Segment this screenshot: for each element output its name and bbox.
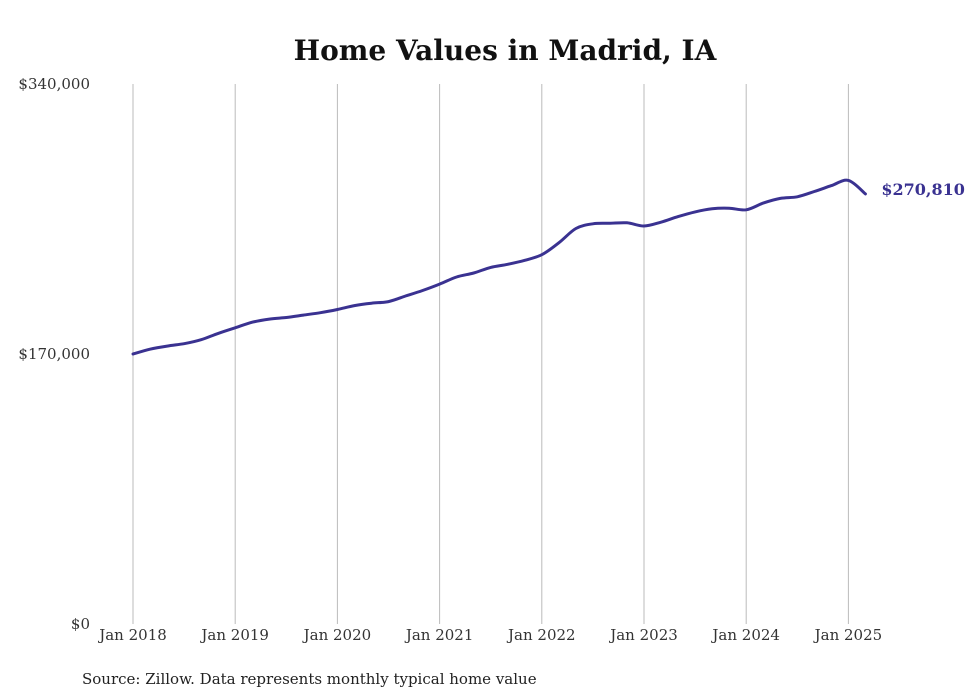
x-tick-label: Jan 2022 (506, 626, 576, 644)
y-tick-label: $170,000 (18, 345, 90, 363)
series-layer (131, 178, 867, 356)
x-tick-label: Jan 2018 (97, 626, 167, 644)
x-tick-label: Jan 2025 (813, 626, 883, 644)
x-tick-label: Jan 2021 (404, 626, 474, 644)
y-tick-label: $340,000 (18, 75, 90, 93)
x-axis-tick-labels: Jan 2018 Jan 2019 Jan 2020 Jan 2021 Jan 2022… (97, 626, 882, 644)
x-tick-label: Jan 2023 (608, 626, 678, 644)
series-line (131, 178, 867, 356)
y-tick-label: $0 (71, 615, 90, 633)
grid-lines (132, 84, 849, 624)
x-tick-label: Jan 2019 (199, 626, 269, 644)
x-tick-label: Jan 2024 (710, 626, 780, 644)
x-tick-label: Jan 2020 (302, 626, 372, 644)
chart-title: Home Values in Madrid, IA (294, 34, 718, 67)
source-note: Source: Zillow. Data represents monthly … (82, 670, 537, 688)
series-end-value-label: $270,810 (881, 180, 965, 199)
y-axis-tick-labels: $0 $170,000 $340,000 (18, 75, 90, 633)
